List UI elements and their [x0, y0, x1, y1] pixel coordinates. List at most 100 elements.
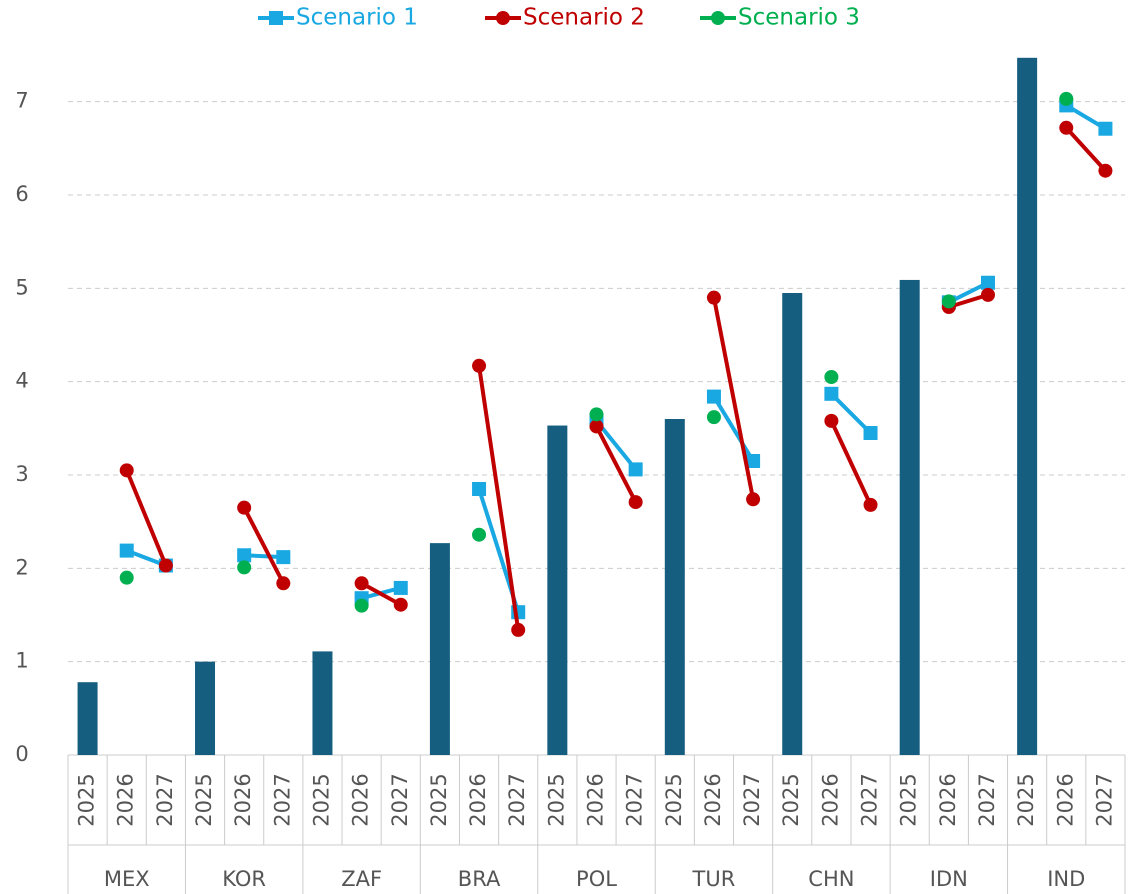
y-tick-label: 7 — [15, 89, 28, 113]
x-tick-label: 2026 — [1053, 773, 1077, 826]
bar — [429, 543, 450, 755]
x-tick-label: 2026 — [701, 773, 725, 826]
marker — [511, 622, 526, 637]
bar — [899, 279, 920, 755]
x-tick-label: 2026 — [584, 773, 608, 826]
legend-label: Scenario 3 — [738, 5, 860, 31]
marker — [237, 560, 252, 575]
marker — [980, 287, 995, 302]
bar — [1017, 57, 1038, 756]
marker — [354, 598, 369, 613]
x-tick-label: 2026 — [114, 773, 138, 826]
marker — [824, 370, 839, 384]
bar — [195, 661, 216, 755]
marker — [393, 580, 408, 595]
y-tick-label: 5 — [15, 275, 28, 299]
marker — [1098, 121, 1113, 136]
marker — [354, 576, 369, 591]
marker — [237, 548, 252, 563]
x-tick-label: 2025 — [1014, 773, 1038, 826]
marker — [158, 558, 173, 573]
marker — [706, 389, 721, 404]
bar — [77, 682, 98, 755]
y-tick-label: 4 — [15, 369, 28, 393]
x-tick-label: 2025 — [192, 773, 216, 826]
x-tick-label: 2025 — [544, 773, 568, 826]
x-tick-label: 2025 — [779, 773, 803, 826]
marker — [269, 11, 283, 25]
marker — [711, 11, 725, 25]
group-label: IDN — [930, 867, 968, 891]
group-label: IND — [1047, 867, 1085, 891]
x-tick-label: 2026 — [231, 773, 255, 826]
marker — [1059, 91, 1074, 106]
bar — [312, 651, 333, 755]
bar — [547, 425, 568, 755]
marker — [119, 463, 134, 478]
group-label: TUR — [692, 867, 736, 891]
line — [124, 126, 1107, 631]
bar — [664, 419, 685, 755]
bar — [782, 293, 803, 755]
marker — [746, 492, 761, 507]
marker — [824, 386, 839, 401]
marker — [706, 410, 721, 425]
x-tick-label: 2026 — [349, 773, 373, 826]
x-tick-label: 2025 — [662, 773, 686, 826]
line — [126, 103, 1107, 613]
y-tick-label: 0 — [15, 742, 28, 766]
x-tick-label: 2027 — [270, 773, 294, 826]
marker — [472, 358, 487, 373]
x-tick-label: 2025 — [897, 773, 921, 826]
marker — [1098, 163, 1113, 178]
x-tick-label: 2026 — [936, 773, 960, 826]
x-tick-label: 2025 — [75, 773, 99, 826]
x-tick-label: 2026 — [818, 773, 842, 826]
y-tick-label: 2 — [15, 555, 28, 579]
marker — [393, 597, 408, 612]
marker — [237, 500, 252, 515]
marker — [824, 413, 839, 428]
x-tick-label: 2027 — [623, 773, 647, 826]
marker — [628, 462, 643, 477]
group-label: CHN — [808, 867, 854, 891]
marker — [628, 495, 643, 510]
legend-label: Scenario 2 — [523, 5, 645, 31]
y-tick-label: 6 — [15, 182, 28, 206]
x-tick-label: 2025 — [309, 773, 333, 826]
y-tick-label: 1 — [15, 649, 28, 673]
marker — [472, 482, 487, 496]
marker — [276, 550, 291, 565]
x-tick-label: 2027 — [1092, 773, 1116, 826]
marker — [589, 419, 604, 434]
y-tick-label: 3 — [15, 462, 28, 486]
marker — [1059, 120, 1074, 135]
x-tick-label: 2026 — [466, 773, 490, 826]
marker — [863, 426, 878, 440]
x-tick-label: 2027 — [740, 773, 764, 826]
group-label: MEX — [104, 867, 150, 891]
marker — [589, 407, 604, 422]
group-label: ZAF — [341, 867, 382, 891]
x-tick-label: 2025 — [427, 773, 451, 826]
group-label: BRA — [458, 867, 501, 891]
marker — [496, 11, 510, 25]
marker — [119, 570, 134, 585]
x-tick-label: 2027 — [153, 773, 177, 826]
marker — [706, 290, 721, 305]
marker — [980, 275, 995, 290]
x-tick-label: 2027 — [858, 773, 882, 826]
x-tick-label: 2027 — [505, 773, 529, 826]
marker — [276, 576, 291, 591]
legend-label: Scenario 1 — [296, 5, 418, 31]
x-tick-label: 2027 — [388, 773, 412, 826]
group-label: KOR — [222, 867, 266, 891]
group-label: POL — [576, 867, 617, 891]
marker — [863, 497, 878, 512]
marker — [746, 454, 761, 468]
marker — [119, 543, 134, 558]
marker — [472, 527, 487, 542]
x-tick-label: 2027 — [975, 773, 999, 826]
marker — [941, 294, 956, 309]
